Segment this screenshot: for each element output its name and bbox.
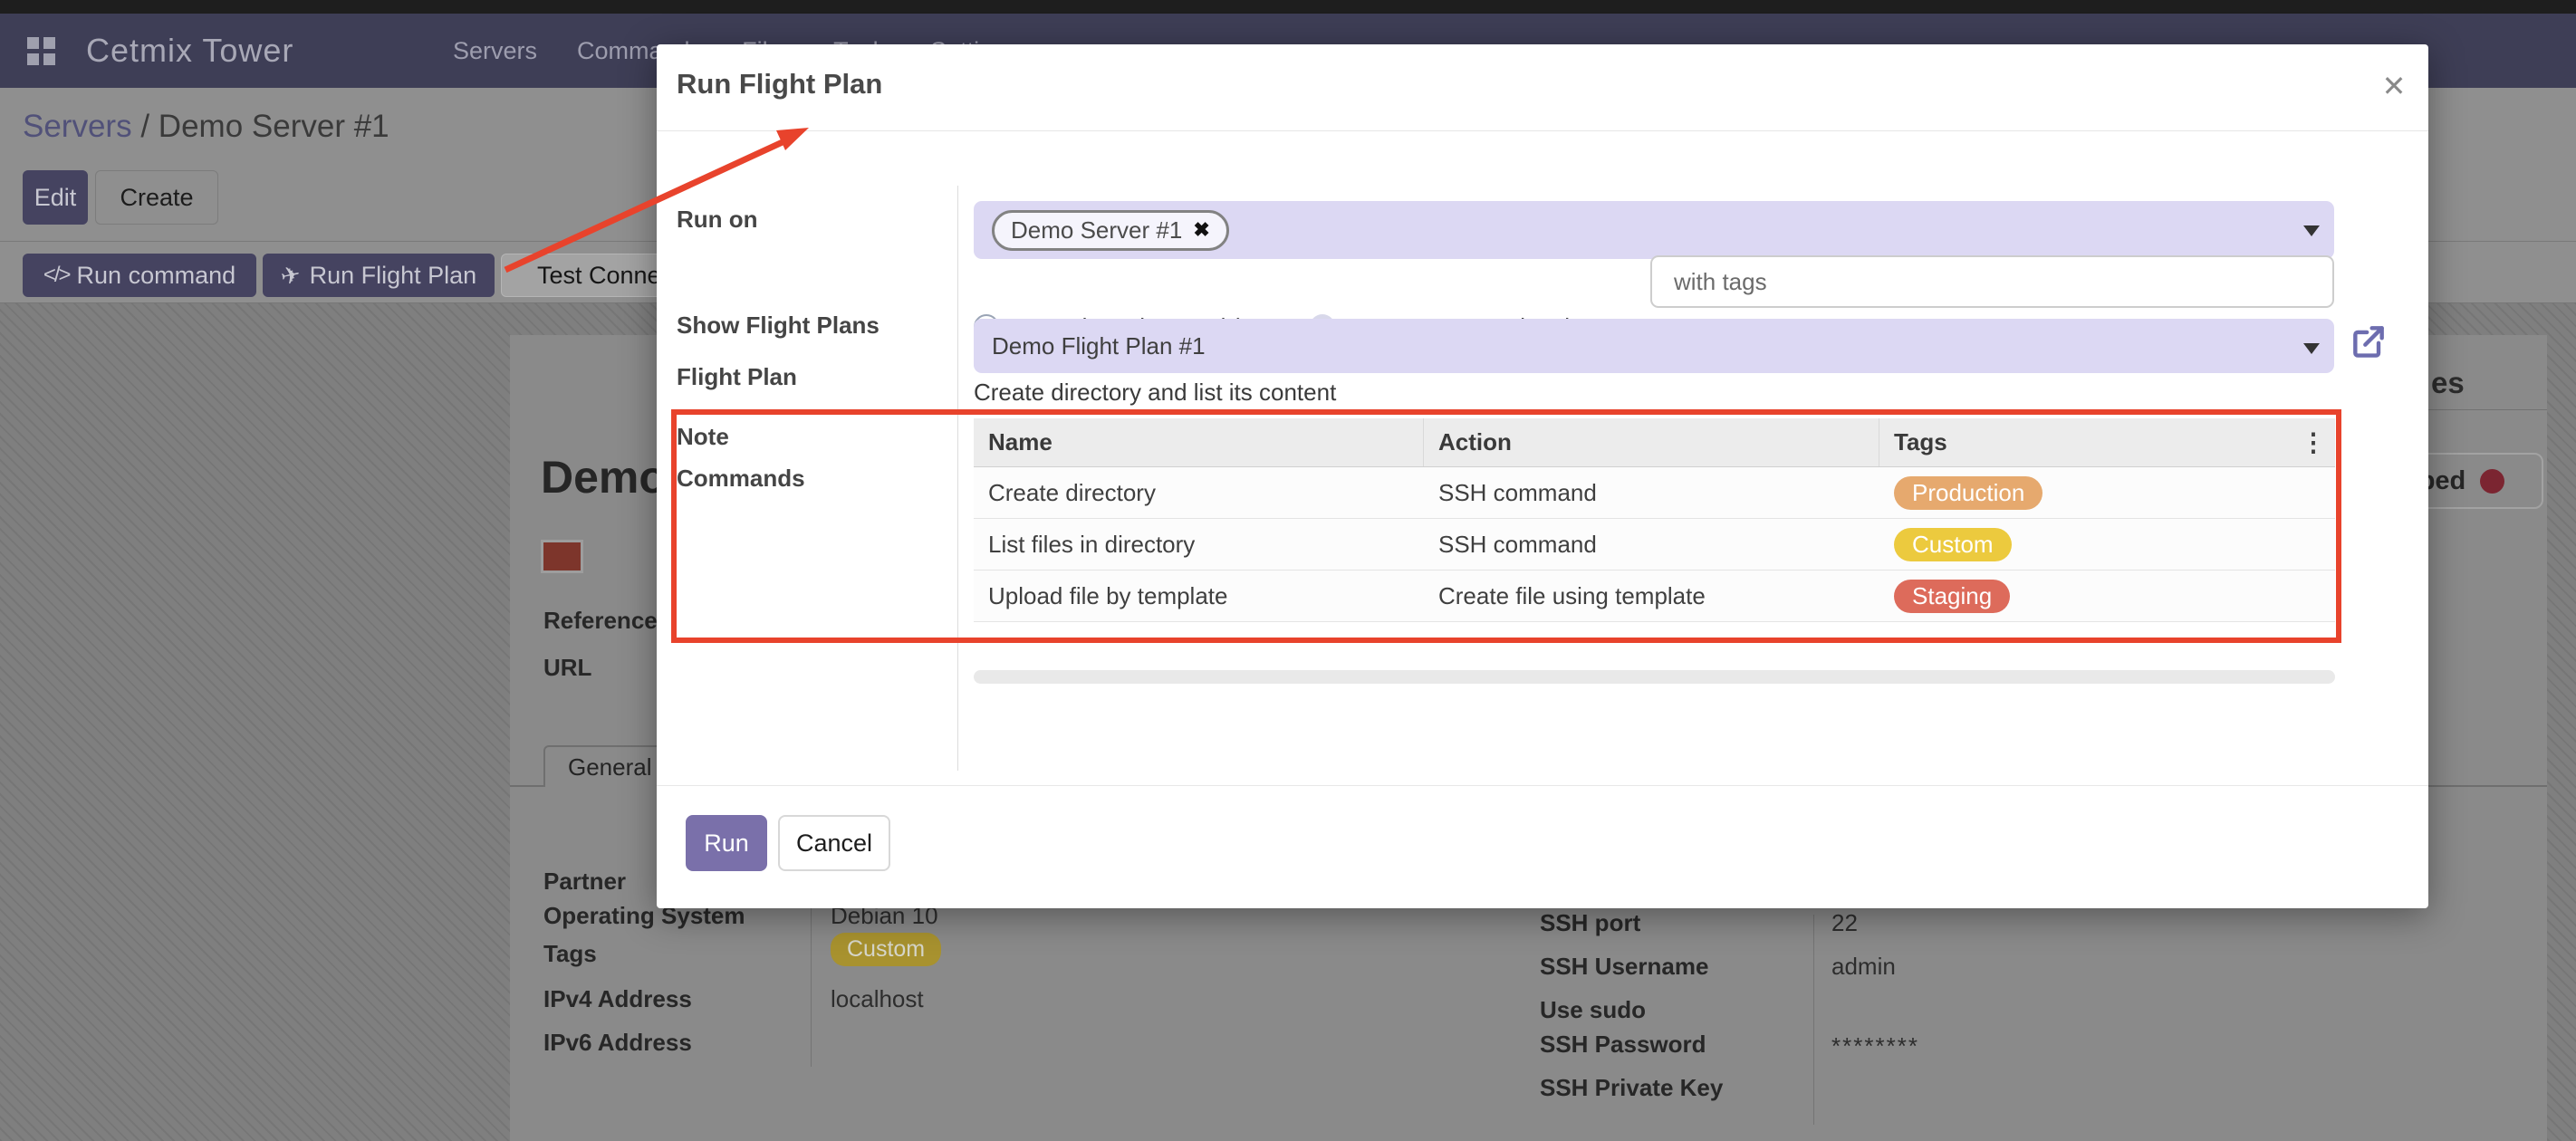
run-on-dropdown-caret[interactable] [2303,225,2320,236]
run-command-label: Run command [76,261,236,289]
server-color-swatch[interactable] [541,540,583,573]
run-flight-plan-label: Run Flight Plan [309,261,477,289]
status-stopped-dot [2480,468,2505,494]
column-tags[interactable]: Tags [1894,428,1947,455]
right-divider [2428,409,2547,410]
run-flight-plan-dialog: Run Flight Plan ✕ Run on Demo Server #1 … [657,44,2428,908]
partner-label: Partner [543,868,627,895]
url-label: URL [543,654,592,681]
cell-tags: Production [1879,475,2335,510]
tag-pill: Staging [1894,579,2011,613]
tag-pill: Custom [1894,527,2012,561]
browser-top-strip [0,0,2576,14]
dialog-header-divider [657,130,2428,131]
tags-label: Tags [543,940,597,967]
run-flight-plan-button[interactable]: ✈ Run Flight Plan [263,254,495,297]
reference-label: Reference [543,607,658,634]
apps-menu-icon[interactable] [27,37,55,65]
column-options-icon[interactable]: ⋮ [2301,428,2326,456]
close-icon[interactable]: ✕ [2381,70,2407,102]
edit-button[interactable]: Edit [23,170,88,225]
ssh-username-label: SSH Username [1540,953,1709,980]
cell-action: SSH command [1438,478,1597,506]
commands-table: Name Action Tags ⋮ Create directory SSH … [974,418,2335,622]
external-link-icon[interactable] [2349,321,2389,361]
ssh-password-label: SSH Password [1540,1031,1706,1058]
plane-icon: ✈ [277,259,303,291]
note-value: Create directory and list its content [974,379,1337,406]
cell-tags: Custom [1879,527,2335,561]
cell-name: Upload file by template [988,581,1228,609]
run-on-label: Run on [677,206,758,233]
server-tag[interactable]: Demo Server #1 ✖ [992,209,1229,251]
remove-tag-icon[interactable]: ✖ [1193,218,1210,241]
flight-plan-caret[interactable] [2303,343,2320,354]
app-brand[interactable]: Cetmix Tower [86,32,294,69]
field-separator-right [1813,915,1814,1125]
commands-table-header: Name Action Tags ⋮ [974,418,2335,467]
ssh-private-key-label: SSH Private Key [1540,1074,1724,1101]
run-on-field[interactable]: Demo Server #1 ✖ [974,201,2334,259]
breadcrumb-current: Demo Server #1 [158,109,389,144]
breadcrumb: Servers / Demo Server #1 [23,109,389,145]
dialog-footer-divider [657,785,2428,786]
breadcrumb-servers-link[interactable]: Servers [23,109,132,144]
ipv4-value: localhost [831,985,924,1012]
server-tag-badge: Custom [831,933,942,966]
cancel-button[interactable]: Cancel [778,815,890,871]
ipv4-label: IPv4 Address [543,985,692,1012]
cell-name: List files in directory [988,530,1196,558]
label-column-separator [957,186,958,771]
breadcrumb-separator: / [140,109,150,144]
menu-item-servers[interactable]: Servers [453,36,538,64]
note-label: Note [677,423,729,450]
clipped-text-right: es [2431,366,2465,399]
cell-action: Create file using template [1438,581,1706,609]
ssh-port-value: 22 [1831,909,1858,936]
with-tags-select[interactable]: with tags [1650,255,2334,308]
table-horizontal-scrollbar[interactable] [974,670,2335,684]
flight-plan-label: Flight Plan [677,363,797,390]
cell-name: Create directory [988,478,1156,506]
cell-action: SSH command [1438,530,1597,558]
ipv6-label: IPv6 Address [543,1029,692,1056]
flight-plan-field[interactable]: Demo Flight Plan #1 [974,319,2334,373]
field-separator-left [811,877,812,1067]
code-icon: </> [43,263,72,287]
show-flight-plans-label: Show Flight Plans [677,312,879,339]
run-command-button[interactable]: </> Run command [23,254,256,297]
ssh-username-value: admin [1831,953,1896,980]
use-sudo-label: Use sudo [1540,996,1647,1023]
dialog-title: Run Flight Plan [677,68,883,100]
table-row[interactable]: List files in directory SSH command Cust… [974,519,2335,570]
cell-tags: Staging [1879,579,2335,613]
tag-pill: Production [1894,475,2043,510]
column-action[interactable]: Action [1424,418,1879,466]
create-button[interactable]: Create [95,170,218,225]
commands-label: Commands [677,465,805,492]
server-tag-text: Demo Server #1 [1011,216,1183,244]
ssh-port-label: SSH port [1540,909,1641,936]
run-button[interactable]: Run [686,815,767,871]
table-row[interactable]: Create directory SSH command Production [974,467,2335,519]
column-name[interactable]: Name [974,418,1424,466]
ssh-password-value: ******** [1831,1032,1919,1060]
table-row[interactable]: Upload file by template Create file usin… [974,570,2335,622]
